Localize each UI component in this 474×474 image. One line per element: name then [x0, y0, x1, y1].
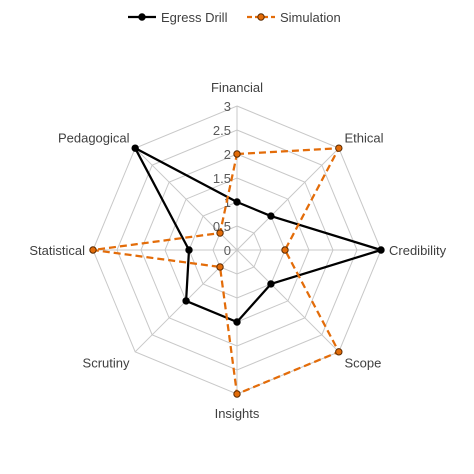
legend-swatch-marker — [257, 13, 265, 21]
simulation-point-pedagogical — [216, 229, 224, 237]
egress-drill-point-scope — [267, 280, 275, 288]
tick-label: 2 — [224, 147, 231, 162]
legend-swatch-marker — [138, 13, 146, 21]
legend-item-egress-drill: Egress Drill — [128, 10, 228, 25]
egress-drill-point-credibility — [377, 246, 385, 254]
category-label-ethical: Ethical — [344, 131, 383, 146]
tick-label: 1.5 — [213, 171, 231, 186]
simulation-point-statistical — [89, 246, 97, 254]
category-label-statistical: Statistical — [29, 243, 85, 258]
simulation-point-ethical — [335, 144, 343, 152]
legend-label-egress-drill: Egress Drill — [161, 10, 228, 25]
simulation-point-scrutiny — [216, 263, 224, 271]
category-labels: Financial Ethical Credibility Scope Insights… — [29, 80, 446, 421]
egress-drill-point-pedagogical — [131, 144, 139, 152]
series-layer — [89, 144, 385, 398]
tick-label: 3 — [224, 99, 231, 114]
egress-drill-point-statistical — [185, 246, 193, 254]
egress-drill-point-insights — [233, 318, 241, 326]
category-label-financial: Financial — [211, 80, 263, 95]
legend: Egress Drill Simulation — [128, 10, 341, 25]
category-label-credibility: Credibility — [389, 243, 447, 258]
category-label-insights: Insights — [215, 406, 260, 421]
category-label-scrutiny: Scrutiny — [83, 355, 130, 370]
simulation-point-credibility — [281, 246, 289, 254]
egress-drill-point-ethical — [267, 212, 275, 220]
category-label-pedagogical: Pedagogical — [58, 131, 130, 146]
simulation-point-insights — [233, 390, 241, 398]
spoke-scope — [236, 249, 340, 353]
simulation-point-scope — [335, 348, 343, 356]
tick-label: 0 — [224, 243, 231, 258]
spoke-ethical — [236, 147, 340, 251]
tick-label: 0.5 — [213, 219, 231, 234]
egress-drill-point-financial — [233, 198, 241, 206]
category-label-scope: Scope — [344, 355, 381, 370]
legend-item-simulation: Simulation — [247, 10, 341, 25]
egress-drill-point-scrutiny — [182, 297, 190, 305]
legend-label-simulation: Simulation — [280, 10, 341, 25]
tick-label: 2.5 — [213, 123, 231, 138]
egress-drill-series-line — [134, 147, 383, 324]
simulation-point-financial — [233, 150, 241, 158]
